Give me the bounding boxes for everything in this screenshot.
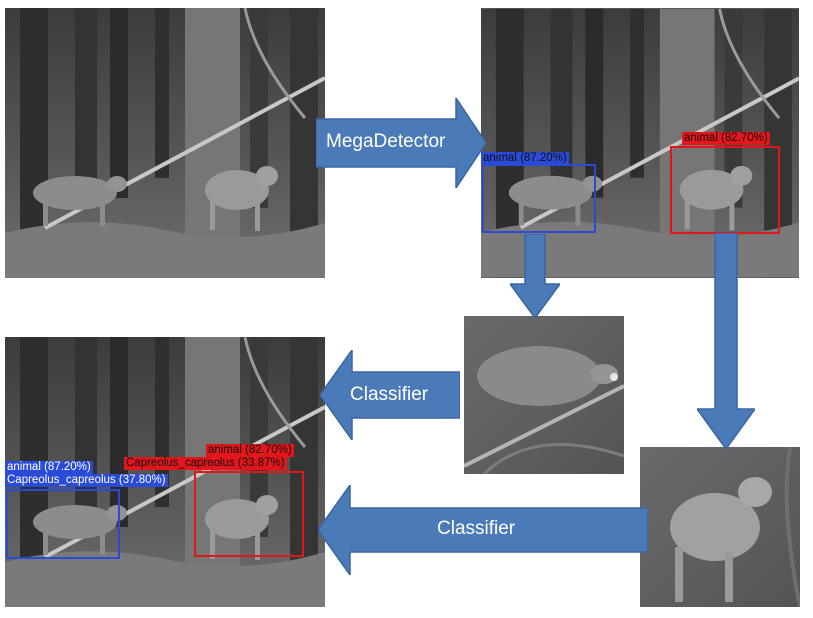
megadetector-label: MegaDetector — [326, 131, 446, 152]
classifier-arrow-top — [320, 350, 460, 440]
original-photo — [5, 8, 325, 278]
detection-box-red — [670, 146, 780, 234]
classified-box-red — [194, 471, 304, 557]
detection-photo: animal (87.20%) animal (82.70%) — [481, 8, 799, 278]
classified-label-blue: animal (87.20%) — [5, 461, 93, 474]
classified-species-red: Capreolus_capreolus (33.87%) — [124, 457, 287, 470]
megadetector-arrow — [316, 98, 486, 188]
down-arrow-blue — [510, 234, 560, 318]
classified-label-red: animal (82.70%) — [206, 444, 294, 457]
classified-species-blue: Capreolus_capreolus (37.80%) — [5, 474, 168, 487]
detection-box-blue — [482, 164, 596, 233]
classifier-arrow-bottom — [318, 485, 648, 575]
classifier-label-top: Classifier — [350, 384, 429, 405]
detection-label-blue: animal (87.20%) — [481, 152, 569, 165]
classified-box-blue — [6, 489, 120, 559]
detection-label-red: animal (82.70%) — [682, 132, 770, 145]
crop-red-animal — [640, 447, 800, 607]
classifier-label-bottom: Classifier — [437, 518, 516, 539]
classified-photo: animal (87.20%) Capreolus_capreolus (37.… — [5, 337, 325, 607]
crop-blue-animal — [464, 316, 624, 474]
down-arrow-red — [697, 233, 755, 449]
